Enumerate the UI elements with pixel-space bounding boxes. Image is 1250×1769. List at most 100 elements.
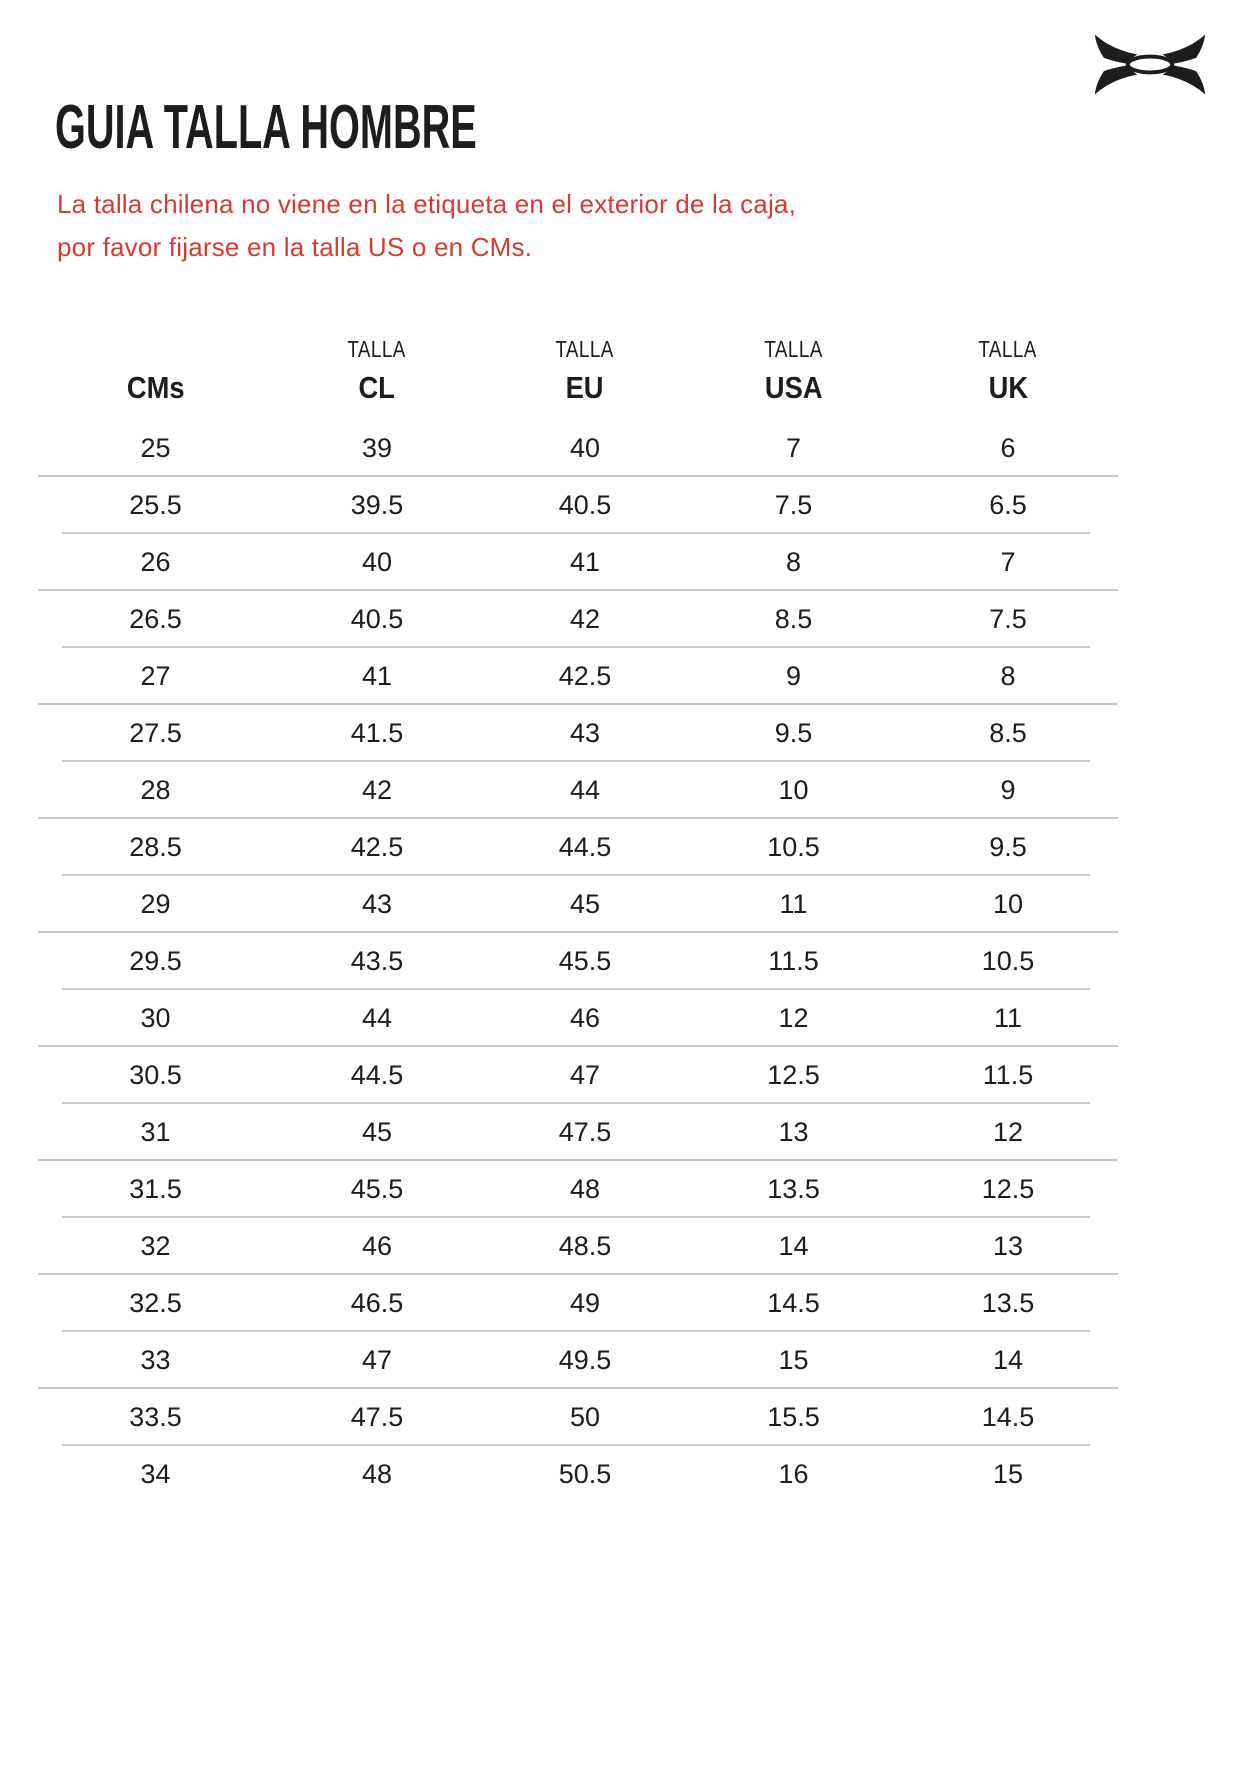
cell-cl: 44 <box>361 1003 393 1033</box>
header-cell-cl: TALLA CL <box>273 312 481 408</box>
cell-cl: 47.5 <box>350 1402 404 1432</box>
row-separator <box>62 1102 1090 1104</box>
cell-cms: 28 <box>140 775 171 805</box>
header-cell-usa: TALLA USA <box>689 312 898 408</box>
cell-cms: 33.5 <box>129 1402 182 1432</box>
row-separator <box>62 1330 1090 1332</box>
table-row: 27.5 41.5 43 9.5 8.5 <box>38 705 1118 762</box>
cell-uk: 13.5 <box>981 1288 1035 1318</box>
cell-uk: 9 <box>1000 775 1016 805</box>
cell-uk: 12 <box>992 1117 1024 1147</box>
cell-cms: 29.5 <box>129 946 182 976</box>
cell-cl: 41 <box>361 661 393 691</box>
table-row: 33 47 49.5 15 14 <box>38 1332 1118 1389</box>
cell-uk: 14.5 <box>981 1402 1035 1432</box>
cell-usa: 12.5 <box>767 1060 820 1090</box>
header-cell-eu: TALLA EU <box>481 312 689 408</box>
cell-cl: 39.5 <box>350 490 404 520</box>
cell-usa: 10.5 <box>767 832 820 862</box>
cell-cms: 31.5 <box>129 1174 182 1204</box>
size-table-body: 25 39 40 7 6 25.5 39.5 40.5 7.5 6.5 26 40 41 8 7 26.5 40… <box>38 420 1118 1503</box>
cell-uk: 14 <box>992 1345 1024 1375</box>
cell-cms: 34 <box>140 1459 171 1489</box>
cell-uk: 10 <box>992 889 1024 919</box>
row-separator <box>62 874 1090 876</box>
cell-eu: 47.5 <box>558 1117 612 1147</box>
cell-cms: 25.5 <box>129 490 182 520</box>
cell-eu: 47 <box>569 1060 601 1090</box>
header-code-label: CL <box>358 370 396 405</box>
cell-usa: 11 <box>779 889 808 919</box>
table-row: 29.5 43.5 45.5 11.5 10.5 <box>38 933 1118 990</box>
table-row: 25 39 40 7 6 <box>38 420 1118 477</box>
cell-cms: 29 <box>140 889 171 919</box>
cell-uk: 7.5 <box>989 604 1027 634</box>
cell-usa: 13 <box>778 1117 809 1147</box>
row-separator <box>62 1216 1090 1218</box>
cell-usa: 7 <box>785 433 802 463</box>
row-separator <box>62 646 1090 648</box>
header-code-label: CMs <box>126 370 185 405</box>
cell-cl: 41.5 <box>350 718 404 748</box>
cell-cl: 40.5 <box>350 604 404 634</box>
cell-uk: 15 <box>992 1459 1024 1489</box>
cell-cms: 30 <box>140 1003 171 1033</box>
cell-eu: 44 <box>569 775 601 805</box>
cell-usa: 8.5 <box>774 604 813 634</box>
header-talla-label: TALLA <box>347 336 407 362</box>
table-row: 30 44 46 12 11 <box>38 990 1118 1047</box>
row-separator <box>62 760 1090 762</box>
cell-cl: 39 <box>361 433 393 463</box>
row-separator <box>38 931 1118 933</box>
header-code-label: EU <box>566 370 604 405</box>
table-row: 25.5 39.5 40.5 7.5 6.5 <box>38 477 1118 534</box>
cell-usa: 16 <box>778 1459 809 1489</box>
page-title: GUIA TALLA HOMBRE <box>55 93 477 162</box>
cell-uk: 6 <box>1000 433 1016 463</box>
cell-cl: 43.5 <box>350 946 404 976</box>
cell-usa: 10 <box>778 775 809 805</box>
cell-cl: 48 <box>361 1459 393 1489</box>
cell-cms: 26 <box>140 547 171 577</box>
table-row: 31.5 45.5 48 13.5 12.5 <box>38 1161 1118 1218</box>
cell-cl: 42.5 <box>350 832 404 862</box>
cell-cl: 43 <box>361 889 393 919</box>
cell-eu: 46 <box>569 1003 601 1033</box>
cell-cms: 32.5 <box>129 1288 182 1318</box>
cell-cms: 32 <box>140 1231 171 1261</box>
header-code-label: UK <box>988 370 1028 405</box>
size-table-header: CMs TALLA CL TALLA EU TALLA USA TALLA UK <box>38 312 1118 408</box>
size-note-line1: La talla chilena no viene en la etiqueta… <box>57 189 797 219</box>
table-row: 31 45 47.5 13 12 <box>38 1104 1118 1161</box>
cell-eu: 40 <box>569 433 601 463</box>
cell-uk: 10.5 <box>981 946 1035 976</box>
cell-eu: 49 <box>569 1288 601 1318</box>
size-note: La talla chilena no viene en la etiqueta… <box>57 183 796 269</box>
cell-usa: 14.5 <box>767 1288 820 1318</box>
cell-eu: 42.5 <box>558 661 612 691</box>
row-separator <box>38 1387 1118 1389</box>
table-row: 27 41 42.5 9 8 <box>38 648 1118 705</box>
cell-uk: 13 <box>992 1231 1024 1261</box>
cell-uk: 8.5 <box>989 718 1027 748</box>
cell-eu: 50 <box>569 1402 601 1432</box>
row-separator <box>38 703 1118 705</box>
table-row: 34 48 50.5 16 15 <box>38 1446 1118 1503</box>
cell-cl: 45.5 <box>350 1174 404 1204</box>
cell-cl: 42 <box>361 775 393 805</box>
header-talla-label: TALLA <box>555 336 615 362</box>
cell-cl: 46 <box>361 1231 393 1261</box>
cell-usa: 13.5 <box>767 1174 820 1204</box>
cell-cms: 30.5 <box>129 1060 182 1090</box>
row-separator <box>62 988 1090 990</box>
cell-cms: 27 <box>140 661 171 691</box>
cell-cms: 26.5 <box>129 604 182 634</box>
cell-usa: 12 <box>778 1003 809 1033</box>
table-row: 28 42 44 10 9 <box>38 762 1118 819</box>
header-cell-cms: CMs <box>38 312 273 408</box>
row-separator <box>38 1273 1118 1275</box>
under-armour-logo-icon <box>1087 27 1213 102</box>
cell-eu: 45 <box>569 889 601 919</box>
cell-usa: 8 <box>785 547 802 577</box>
